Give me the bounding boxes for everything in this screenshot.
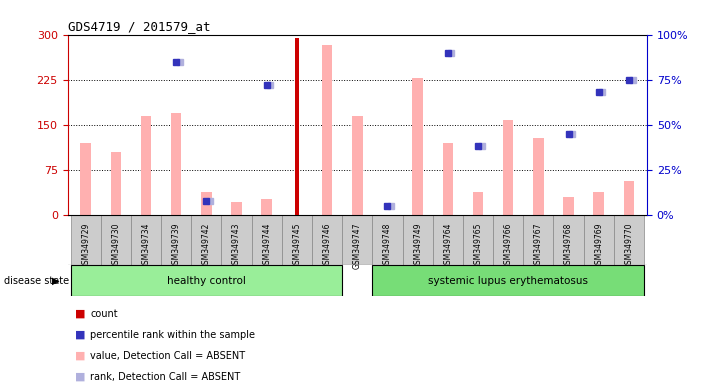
Text: ■: ■ [75,351,85,361]
Text: percentile rank within the sample: percentile rank within the sample [90,330,255,340]
Text: ■: ■ [75,330,85,340]
Bar [553,215,584,265]
Bar [161,215,191,265]
Bar [201,192,212,215]
Text: GSM349744: GSM349744 [262,223,271,269]
Text: GSM349730: GSM349730 [112,223,120,269]
Text: disease state: disease state [4,276,69,286]
Bar [110,152,121,215]
Bar [412,78,423,215]
Text: value, Detection Call = ABSENT: value, Detection Call = ABSENT [90,351,245,361]
Text: count: count [90,309,118,319]
Bar [402,215,433,265]
Text: GSM349745: GSM349745 [292,223,301,269]
Bar [352,116,363,215]
Bar [473,192,483,215]
Bar [433,215,463,265]
Text: GSM349766: GSM349766 [503,223,513,269]
Text: GSM349739: GSM349739 [171,223,181,269]
Bar [70,215,101,265]
Bar [373,265,644,296]
Bar [594,192,604,215]
Text: ▶: ▶ [51,276,59,286]
Bar [252,215,282,265]
Text: GSM349742: GSM349742 [202,223,211,269]
Bar [624,181,634,215]
Bar [70,265,342,296]
Bar [131,215,161,265]
Bar [342,215,373,265]
Bar [373,215,402,265]
Text: GSM349764: GSM349764 [444,223,452,269]
Text: GDS4719 / 201579_at: GDS4719 / 201579_at [68,20,210,33]
Text: GSM349743: GSM349743 [232,223,241,269]
Text: GSM349767: GSM349767 [534,223,543,269]
Bar [231,202,242,215]
Text: GSM349749: GSM349749 [413,223,422,269]
Bar [523,215,553,265]
Bar [322,45,332,215]
Bar [584,215,614,265]
Bar [503,120,513,215]
Bar [171,113,181,215]
Text: ■: ■ [75,309,85,319]
Text: rank, Detection Call = ABSENT: rank, Detection Call = ABSENT [90,372,240,382]
Text: GSM349768: GSM349768 [564,223,573,269]
Text: GSM349770: GSM349770 [624,223,634,269]
Bar [80,143,91,215]
Bar [463,215,493,265]
Bar [312,215,342,265]
Text: ■: ■ [75,372,85,382]
Bar [294,38,299,215]
Text: GSM349747: GSM349747 [353,223,362,269]
Text: GSM349748: GSM349748 [383,223,392,269]
Bar [493,215,523,265]
Bar [101,215,131,265]
Text: GSM349769: GSM349769 [594,223,603,269]
Text: GSM349765: GSM349765 [474,223,483,269]
Text: GSM349729: GSM349729 [81,223,90,269]
Text: systemic lupus erythematosus: systemic lupus erythematosus [428,276,588,286]
Bar [221,215,252,265]
Bar [191,215,221,265]
Bar [563,197,574,215]
Bar [614,215,644,265]
Bar [282,215,312,265]
Bar [533,138,544,215]
Bar [442,143,453,215]
Bar [262,199,272,215]
Text: GSM349734: GSM349734 [141,223,151,269]
Text: healthy control: healthy control [167,276,246,286]
Bar [141,116,151,215]
Text: GSM349746: GSM349746 [323,223,331,269]
